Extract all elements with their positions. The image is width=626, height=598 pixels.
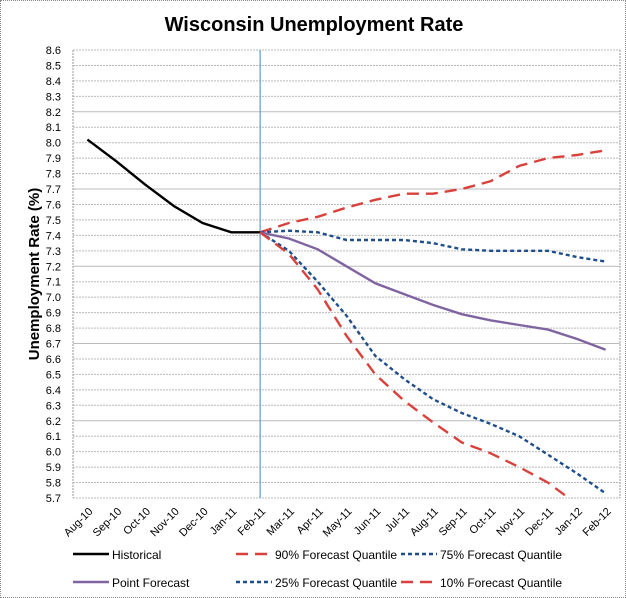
y-tick-label: 7.2 (46, 261, 61, 273)
y-tick-label: 8.5 (46, 60, 61, 72)
y-tick-label: 8.2 (46, 107, 61, 119)
y-tick-label: 7.8 (46, 169, 61, 181)
x-tick-label: Feb-12 (581, 506, 614, 539)
legend-label: 25% Forecast Quantile (275, 576, 397, 590)
chart-title: Wisconsin Unemployment Rate (165, 14, 464, 36)
x-tick-label: Nov-11 (494, 506, 527, 539)
y-tick-label: 7.3 (46, 246, 61, 258)
legend-label: Historical (112, 548, 161, 562)
x-tick-label: Jan-12 (553, 506, 585, 538)
y-tick-label: 5.9 (46, 462, 61, 474)
x-tick-label: Sep-11 (437, 506, 470, 539)
x-tick-label: Feb-11 (236, 506, 269, 539)
x-tick-label: Oct-10 (121, 506, 153, 538)
y-tick-label: 8.3 (46, 91, 61, 103)
series-line-25-forecast-quantile (259, 231, 607, 495)
y-tick-label: 6.4 (46, 385, 61, 397)
x-tick-label: Jan-11 (208, 506, 240, 538)
x-tick-label: Sep-10 (91, 506, 125, 540)
y-tick-label: 7.1 (46, 277, 61, 289)
y-tick-label: 7.7 (46, 184, 61, 196)
y-tick-label: 6.9 (46, 308, 61, 320)
y-tick-label: 7.5 (46, 215, 61, 227)
y-tick-label: 8.4 (46, 76, 61, 88)
y-tick-label: 6.3 (46, 400, 61, 412)
series-line-10-forecast-quantile (259, 231, 572, 499)
legend-label: 10% Forecast Quantile (440, 576, 562, 590)
y-tick-label: 6.7 (46, 339, 61, 351)
x-tick-label: May-11 (321, 506, 355, 540)
series-line-historical (86, 138, 261, 234)
legend-label: Point Forecast (112, 576, 190, 590)
y-tick-label: 6.0 (46, 447, 61, 459)
y-tick-label: 6.5 (46, 369, 61, 381)
y-tick-label: 5.8 (46, 478, 61, 490)
y-tick-label: 8.6 (46, 45, 61, 57)
x-tick-label: Mar-11 (264, 506, 297, 539)
y-tick-label: 6.6 (46, 354, 61, 366)
x-tick-label: Dec-10 (177, 506, 211, 540)
x-tick-label: Oct-11 (467, 506, 498, 537)
x-tick-label: Nov-10 (148, 506, 182, 540)
y-tick-label: 8.0 (46, 138, 61, 150)
series-line-90-forecast-quantile (259, 149, 606, 234)
series-line-point-forecast (259, 231, 607, 351)
x-tick-label: Aug-11 (408, 506, 441, 539)
legend-label: 90% Forecast Quantile (275, 548, 397, 562)
y-tick-label: 7.9 (46, 153, 61, 165)
y-tick-label: 8.1 (46, 122, 61, 134)
y-tick-label: 6.2 (46, 416, 61, 428)
x-tick-label: Aug-10 (62, 506, 96, 540)
y-tick-label: 6.1 (46, 431, 61, 443)
y-tick-label: 6.8 (46, 323, 61, 335)
y-tick-label: 7.6 (46, 199, 61, 211)
y-tick-label: 7.4 (46, 230, 61, 242)
x-tick-label: Jun-11 (352, 506, 384, 538)
series-line-75-forecast-quantile (260, 229, 606, 263)
legend-label: 75% Forecast Quantile (440, 548, 562, 562)
y-tick-label: 7.0 (46, 292, 61, 304)
x-tick-label: Dec-11 (523, 506, 556, 539)
y-axis-label: Unemployment Rate (%) (26, 188, 43, 361)
y-tick-label: 5.7 (46, 493, 61, 505)
